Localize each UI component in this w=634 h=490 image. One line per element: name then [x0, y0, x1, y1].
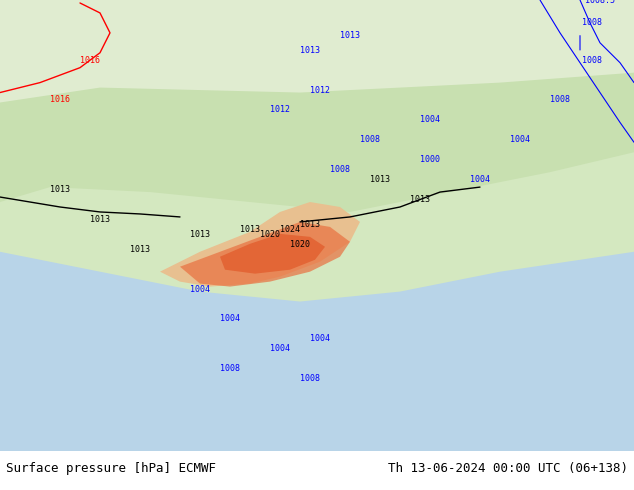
Text: 1013: 1013 [50, 185, 70, 194]
Text: 1020: 1020 [290, 240, 310, 249]
Text: Th 13-06-2024 00:00 UTC (06+138): Th 13-06-2024 00:00 UTC (06+138) [387, 462, 628, 475]
Text: 1004: 1004 [270, 344, 290, 353]
Text: 1016: 1016 [80, 56, 100, 65]
Text: 1004: 1004 [310, 334, 330, 343]
Text: 1008.5: 1008.5 [585, 0, 615, 5]
Text: 1008: 1008 [360, 135, 380, 145]
Text: 1013: 1013 [410, 195, 430, 204]
Polygon shape [220, 234, 325, 273]
Text: 1013: 1013 [370, 175, 390, 184]
Text: 1013: 1013 [90, 215, 110, 224]
Text: 1013: 1013 [340, 31, 360, 40]
Text: 1004: 1004 [190, 285, 210, 294]
Text: 1016: 1016 [50, 96, 70, 104]
Text: Surface pressure [hPa] ECMWF: Surface pressure [hPa] ECMWF [6, 462, 216, 475]
Text: 1008: 1008 [550, 96, 570, 104]
Polygon shape [0, 0, 634, 212]
Polygon shape [0, 0, 634, 102]
Text: 1008: 1008 [330, 165, 350, 174]
Text: 1004: 1004 [470, 175, 490, 184]
Text: 1004: 1004 [420, 116, 440, 124]
Text: 1004: 1004 [510, 135, 530, 145]
Text: 1013: 1013 [240, 225, 260, 234]
Text: 1024: 1024 [280, 225, 300, 234]
Text: 1008: 1008 [220, 364, 240, 373]
Text: 1008: 1008 [582, 56, 602, 65]
Text: 1008: 1008 [300, 374, 320, 383]
Text: 1012: 1012 [310, 86, 330, 95]
Polygon shape [180, 222, 350, 287]
Text: 1013: 1013 [190, 230, 210, 239]
Polygon shape [0, 0, 634, 301]
Polygon shape [160, 202, 360, 287]
Text: 1013: 1013 [300, 46, 320, 55]
Text: 1008: 1008 [582, 18, 602, 27]
Text: 1004: 1004 [220, 315, 240, 323]
Text: 1013: 1013 [300, 220, 320, 229]
Text: 1013: 1013 [130, 245, 150, 254]
Text: 1000: 1000 [420, 155, 440, 164]
Text: 1020: 1020 [260, 230, 280, 239]
Text: 1012: 1012 [270, 105, 290, 115]
